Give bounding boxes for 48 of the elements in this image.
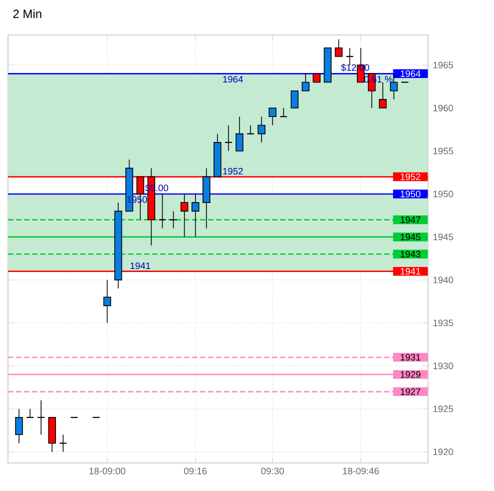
x-tick-label: 18-09:00 [90,468,126,474]
candlestick [158,194,166,229]
y-tick-label: 1945 [433,234,454,240]
y-tick-label: 1955 [433,148,454,154]
candlestick [258,116,266,143]
y-tick-label: 1930 [433,362,454,370]
candlestick [334,38,343,57]
ref-line-label: 1941 [400,268,420,275]
candlestick [378,82,387,108]
ref-line-label: 1929 [400,371,420,378]
chart-title: 2 Min [13,9,42,18]
y-tick-label: 1940 [433,276,454,284]
candlestick [290,90,298,108]
candlestick [59,434,68,452]
candlestick [180,194,188,238]
ref-line-label: 1964 [400,70,420,77]
ref-line-label: 1931 [400,354,420,361]
candlestick [236,116,244,152]
y-tick-label: 1950 [433,190,454,198]
ref-line-label: 1952 [400,174,420,180]
candlestick [169,210,178,229]
candlestick [15,408,23,444]
y-tick-label: 1925 [433,406,454,412]
ref-line-label: 1943 [400,250,420,258]
candlestick [246,124,255,134]
x-tick-label: 18-09:46 [343,468,379,474]
candlestick [26,408,34,418]
candlestick [224,124,232,152]
candlestick [268,108,276,126]
annotation: 1941 [130,262,150,270]
x-tick-label: 09:16 [184,468,207,474]
ref-line-label: 1945 [400,234,420,240]
y-tick-label: 1960 [433,104,454,112]
y-tick-label: 1965 [433,62,454,68]
candlestick [103,280,112,324]
x-tick-label: 09:30 [261,468,284,474]
ref-line-label: 1927 [400,388,420,395]
candlestick [302,73,310,92]
candlestick [192,194,200,238]
annotation: 1964 [223,76,243,83]
y-tick-label: 1920 [433,448,454,456]
annotation: 1952 [223,168,243,175]
ref-line-label: 1950 [400,190,420,198]
candlestick [346,47,354,66]
candlestick [37,400,46,436]
y-tick-label: 1935 [433,320,454,326]
ref-line-label: 1947 [400,216,420,224]
candlestick [280,108,288,118]
